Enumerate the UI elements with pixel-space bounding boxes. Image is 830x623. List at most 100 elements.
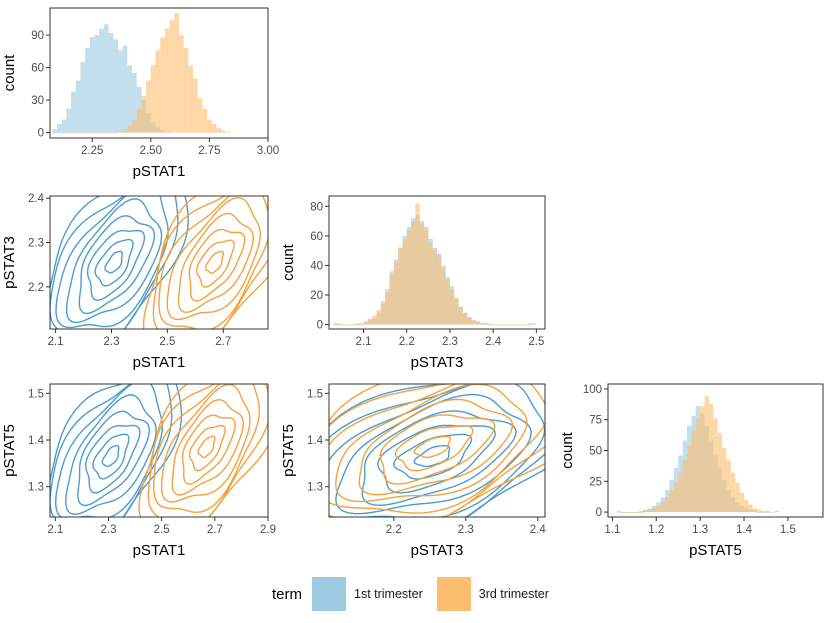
hist-pSTAT1-bar-third-7 (85, 132, 90, 134)
hist-pSTAT3-bars (333, 203, 537, 326)
hist-pSTAT3-xtick-label-2: 2.3 (442, 336, 458, 348)
density-pSTAT3-pSTAT5-contour-third-2 (379, 414, 496, 485)
hist-pSTAT1-xlabel: pSTAT1 (133, 163, 186, 180)
density-pSTAT1-pSTAT5-ytick-label-1: 1.4 (28, 435, 45, 447)
hist-pSTAT3-xlabel: pSTAT3 (411, 354, 464, 371)
density-pSTAT1-pSTAT5-xtick-label-4: 2.9 (260, 524, 276, 536)
hist-pSTAT5-bar-third-31 (752, 508, 758, 513)
density-pSTAT3-pSTAT5-contour-third-3 (358, 398, 513, 496)
hist-pSTAT1-bar-third-31 (197, 97, 203, 133)
hist-pSTAT1-bar-third-37 (225, 131, 231, 133)
hist-pSTAT1-ytick-label-2: 60 (31, 63, 44, 75)
density-pSTAT1-pSTAT3-contour-first-3 (78, 215, 156, 315)
hist-pSTAT3-bar-third-21 (424, 229, 429, 325)
density-pSTAT3-pSTAT5-contours (329, 384, 545, 517)
hist-pSTAT5-bar-third-28 (739, 492, 745, 513)
hist-pSTAT5-bar-third-22 (713, 418, 718, 513)
hist-pSTAT5-xlabel: pSTAT5 (689, 542, 742, 559)
hist-pSTAT3-frame (328, 195, 546, 330)
density-pSTAT3-pSTAT5-ytick-label-1: 1.4 (307, 435, 324, 447)
hist-pSTAT5-bar-first-34 (765, 512, 771, 513)
hist-pSTAT1-bar-third-26 (174, 13, 179, 133)
density-pSTAT3-pSTAT5-axes: 2.2 2.3 2.4 1.3 1.4 1.5 pSTAT3 pSTAT5 (280, 388, 546, 559)
hist-pSTAT3-bar-third-11 (380, 300, 386, 325)
hist-pSTAT3-bar-third-30 (462, 312, 468, 325)
hist-pSTAT5-bar-third-5 (638, 512, 644, 513)
hist-pSTAT5-bar-third-16 (686, 445, 692, 513)
hist-pSTAT5-bar-third-10 (660, 502, 666, 513)
density-pSTAT1-pSTAT3-xtick-label-0: 2.1 (48, 336, 64, 348)
hist-pSTAT1-bar-third-16 (127, 126, 133, 133)
hist-pSTAT3-axes: 2.1 2.2 2.3 2.4 2.5 0 20 40 60 80 pSTAT3 count (280, 201, 544, 371)
hist-pSTAT1-bar-third-28 (183, 48, 189, 133)
density-pSTAT1-pSTAT5-contour-third-2 (181, 414, 236, 485)
hist-pSTAT1-bar-third-10 (99, 132, 104, 134)
density-pSTAT3-pSTAT5-contour-first-2 (377, 424, 496, 494)
hist-pSTAT1-bar-third-4 (71, 132, 76, 134)
hist-pSTAT3-bar-third-44 (523, 324, 528, 326)
hist-pSTAT3-bar-third-22 (428, 241, 433, 325)
hist-pSTAT5-xtick-label-1: 1.2 (648, 524, 664, 536)
density-pSTAT1-pSTAT5-ytick-label-2: 1.5 (28, 388, 44, 400)
hist-pSTAT3-bar-third-37 (493, 324, 498, 326)
hist-pSTAT5-bar-third-6 (643, 510, 648, 513)
hist-pSTAT5-bar-third-21 (708, 403, 714, 513)
density-pSTAT1-pSTAT3-contour-first-2 (86, 229, 146, 302)
hist-pSTAT5-bar-third-1 (621, 512, 626, 513)
hist-pSTAT5-bar-first-0 (616, 510, 622, 513)
hist-pSTAT1-bars (52, 13, 231, 134)
hist-pSTAT3-bar-third-18 (411, 221, 416, 325)
hist-pSTAT3-bar-third-0 (333, 324, 338, 326)
hist-pSTAT1-bar-first-4 (71, 91, 76, 133)
hist-pSTAT1-bar-third-8 (89, 132, 95, 134)
density-pSTAT1-pSTAT3-ytick-label-1: 2.3 (28, 238, 44, 250)
hist-pSTAT1-bar-first-0 (52, 129, 58, 133)
hist-pSTAT3-bar-third-13 (389, 274, 394, 325)
hist-pSTAT3-bar-third-40 (506, 324, 511, 326)
density-pSTAT1-pSTAT5-contour-third-6 (147, 384, 268, 517)
hist-pSTAT3-ytick-label-4: 80 (310, 201, 323, 213)
hist-pSTAT3-ytick-label-3: 60 (310, 231, 323, 243)
density-pSTAT1-pSTAT5-ylabel: pSTAT5 (1, 424, 18, 477)
density-pSTAT1-pSTAT3-contour-third-5 (158, 196, 268, 329)
density-pSTAT1-pSTAT3-contour-first-1 (94, 238, 134, 287)
legend-key-3rd-trimester (436, 577, 471, 611)
density-pSTAT1-pSTAT5-contour-first-1 (92, 433, 130, 480)
hist-pSTAT3-bar-third-4 (350, 324, 355, 326)
density-pSTAT1-pSTAT3-ytick-label-2: 2.4 (28, 193, 45, 205)
density-pSTAT1-pSTAT3-xlabel: pSTAT1 (133, 354, 186, 371)
hist-pSTAT3-bar-third-42 (514, 324, 520, 326)
hist-pSTAT3-bar-third-15 (398, 247, 403, 325)
hist-pSTAT1-bar-third-11 (103, 132, 109, 134)
hist-pSTAT1-bar-third-1 (57, 132, 62, 134)
hist-pSTAT1-bar-third-24 (164, 28, 170, 133)
hist-pSTAT1-bar-first-14 (117, 50, 123, 133)
hist-pSTAT5-bar-first-5 (638, 510, 644, 513)
hist-pSTAT1-xtick-label-3: 3.00 (257, 145, 279, 157)
density-pSTAT1-pSTAT3-contour-third-1 (195, 239, 235, 288)
hist-pSTAT1-bar-third-33 (207, 119, 212, 133)
hist-pSTAT1-bar-first-3 (66, 108, 72, 133)
hist-pSTAT1-ytick-label-3: 90 (31, 30, 44, 42)
hist-pSTAT1-bar-third-29 (188, 65, 193, 133)
density-pSTAT1-pSTAT5-axes: 2.1 2.3 2.5 2.7 2.9 1.3 1.4 1.5 pSTAT1 pSTAT5 (1, 388, 276, 559)
hist-pSTAT3-bar-first-5 (354, 323, 360, 325)
hist-pSTAT1-bar-third-36 (221, 130, 226, 133)
hist-pSTAT1-bar-first-6 (80, 62, 86, 133)
hist-pSTAT3-bar-third-8 (367, 318, 373, 325)
hist-pSTAT5-ytick-label-3: 75 (589, 415, 602, 427)
density-pSTAT1-pSTAT3-contour-third-3 (177, 212, 254, 314)
hist-pSTAT3-xtick-label-0: 2.1 (356, 336, 372, 348)
hist-pSTAT5-bar-third-4 (634, 512, 639, 513)
hist-pSTAT3-bar-first-45 (527, 324, 533, 326)
hist-pSTAT1-bar-third-23 (160, 37, 165, 133)
hist-pSTAT3-bar-third-38 (497, 324, 502, 326)
density-pSTAT3-pSTAT5-xtick-label-2: 2.4 (530, 524, 547, 536)
hist-pSTAT1-bar-third-6 (80, 132, 86, 134)
density-pSTAT1-pSTAT5-xtick-label-1: 2.3 (100, 524, 116, 536)
density-pSTAT3-pSTAT5-xtick-label-1: 2.3 (458, 524, 474, 536)
hist-pSTAT3-bar-third-27 (449, 289, 455, 325)
density-pSTAT1-pSTAT3-xtick-label-3: 2.7 (215, 336, 231, 348)
hist-pSTAT5-bar-third-9 (656, 505, 661, 513)
